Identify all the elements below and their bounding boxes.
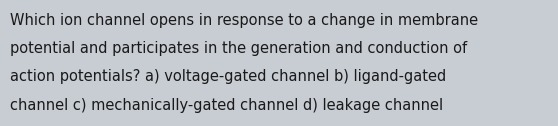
Text: channel c) mechanically-gated channel d) leakage channel: channel c) mechanically-gated channel d)… bbox=[10, 98, 443, 113]
Text: Which ion channel opens in response to a change in membrane: Which ion channel opens in response to a… bbox=[10, 13, 478, 28]
Text: potential and participates in the generation and conduction of: potential and participates in the genera… bbox=[10, 41, 467, 56]
Text: action potentials? a) voltage-gated channel b) ligand-gated: action potentials? a) voltage-gated chan… bbox=[10, 69, 446, 84]
